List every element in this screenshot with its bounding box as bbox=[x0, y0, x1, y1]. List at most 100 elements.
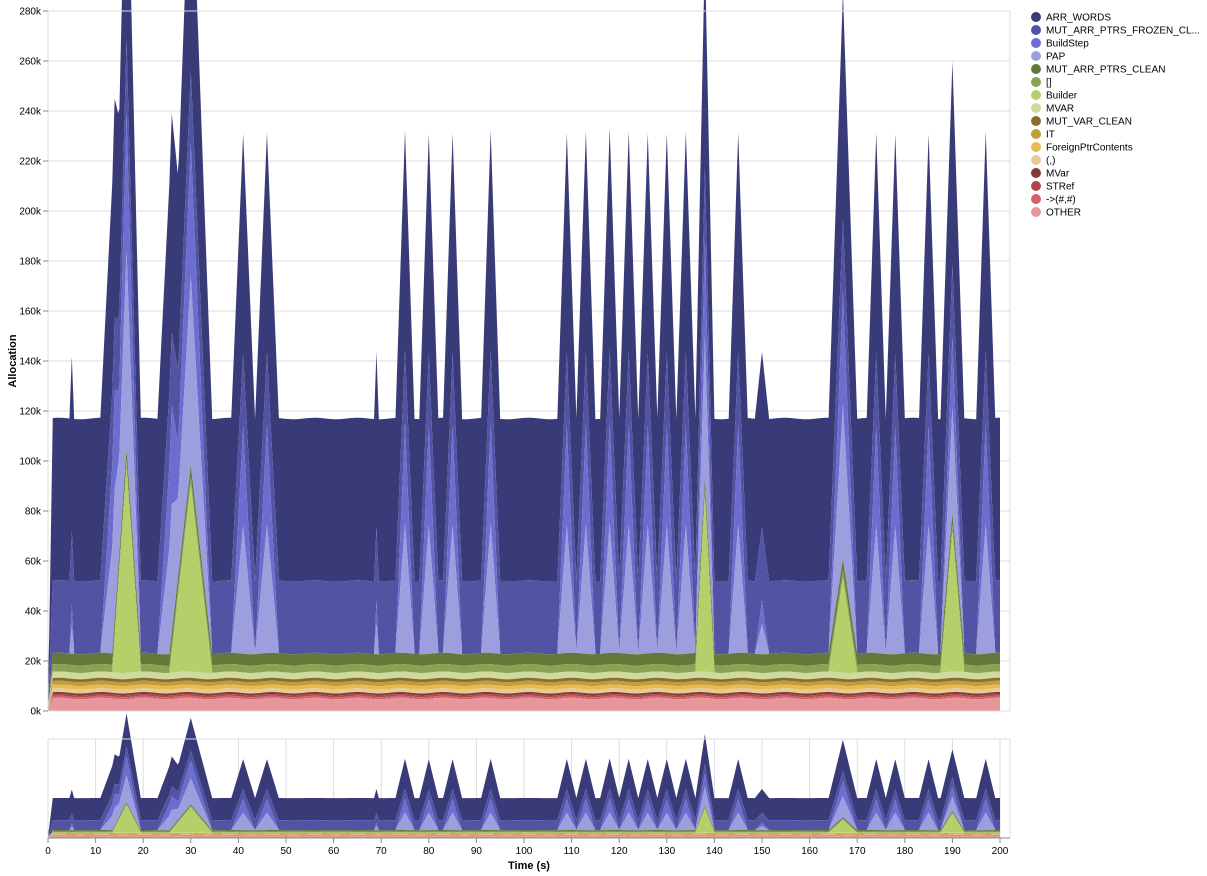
legend-label: OTHER bbox=[1046, 208, 1081, 219]
legend-swatch bbox=[1031, 155, 1041, 165]
x-tick-label: 30 bbox=[185, 846, 197, 857]
legend-item-mvar[interactable]: MVAR bbox=[1031, 103, 1074, 115]
legend-item-it[interactable]: IT bbox=[1031, 129, 1055, 141]
legend-label: STRef bbox=[1046, 182, 1075, 193]
legend-label: Builder bbox=[1046, 91, 1078, 102]
x-tick-label: 80 bbox=[423, 846, 435, 857]
overview-area-arr-words bbox=[48, 713, 1000, 837]
legend-swatch bbox=[1031, 181, 1041, 191]
legend-item-series[interactable]: [] bbox=[1031, 77, 1052, 89]
y-tick-label: 180k bbox=[19, 257, 42, 268]
y-tick-label: 100k bbox=[19, 457, 42, 468]
legend-label: [] bbox=[1046, 78, 1052, 89]
y-tick-label: 120k bbox=[19, 407, 42, 418]
legend-label: MUT_ARR_PTRS_CLEAN bbox=[1046, 65, 1165, 76]
area-mut-var-clean bbox=[48, 677, 1000, 709]
overview-area-mut-arr-ptrs-clean bbox=[48, 802, 1000, 838]
legend-swatch bbox=[1031, 12, 1041, 22]
legend-swatch bbox=[1031, 103, 1041, 113]
legend-swatch bbox=[1031, 168, 1041, 178]
y-tick-label: 0k bbox=[30, 707, 42, 718]
y-tick-label: 260k bbox=[19, 57, 42, 68]
area-it bbox=[48, 680, 1000, 709]
area-other bbox=[48, 697, 1000, 711]
legend-item-mut-arr-ptrs-frozen-cl[interactable]: MUT_ARR_PTRS_FROZEN_CL... bbox=[1031, 25, 1200, 37]
overview-area-it bbox=[48, 833, 1000, 838]
overview-area-mut-var-clean bbox=[48, 833, 1000, 838]
legend-item-arr-words[interactable]: ARR_WORDS bbox=[1031, 12, 1111, 24]
legend-label: BuildStep bbox=[1046, 39, 1089, 50]
area-series bbox=[48, 695, 1000, 710]
x-tick-label: 180 bbox=[896, 846, 913, 857]
y-tick-label: 60k bbox=[25, 557, 42, 568]
x-tick-label: 160 bbox=[801, 846, 818, 857]
x-tick-label: 140 bbox=[706, 846, 723, 857]
x-tick-label: 90 bbox=[471, 846, 483, 857]
legend-swatch bbox=[1031, 194, 1041, 204]
legend-label: IT bbox=[1046, 130, 1055, 141]
legend-item-series[interactable]: (,) bbox=[1031, 155, 1055, 167]
x-tick-label: 170 bbox=[849, 846, 866, 857]
area-stref bbox=[48, 694, 1000, 710]
y-tick-label: 280k bbox=[19, 7, 42, 18]
legend-swatch bbox=[1031, 129, 1041, 139]
legend-item-foreignptrcontents[interactable]: ForeignPtrContents bbox=[1031, 142, 1133, 154]
legend-swatch bbox=[1031, 142, 1041, 152]
x-tick-label: 40 bbox=[233, 846, 245, 857]
area-mvar bbox=[48, 692, 1000, 710]
y-axis: 0k 20k 40k 60k 80k 100k 120k 140k 160k 180k 200k 22… bbox=[19, 7, 48, 718]
legend-label: ARR_WORDS bbox=[1046, 13, 1111, 24]
legend-item-builder[interactable]: Builder bbox=[1031, 90, 1078, 102]
legend-item-mvar[interactable]: MVar bbox=[1031, 168, 1070, 180]
y-tick-label: 80k bbox=[25, 507, 42, 518]
legend-item-stref[interactable]: STRef bbox=[1031, 181, 1075, 193]
area-arr-words bbox=[48, 0, 1000, 698]
x-tick-label: 150 bbox=[754, 846, 771, 857]
legend-swatch bbox=[1031, 116, 1041, 126]
overview-area-mvar bbox=[48, 832, 1000, 838]
y-axis-title: Allocation bbox=[7, 334, 19, 387]
overview-area-mvar bbox=[48, 835, 1000, 838]
legend-swatch bbox=[1031, 90, 1041, 100]
legend-label: MVar bbox=[1046, 169, 1070, 180]
legend-swatch bbox=[1031, 25, 1041, 35]
x-tick-label: 110 bbox=[564, 846, 580, 857]
legend-label: MVAR bbox=[1046, 104, 1074, 115]
legend-item-pap[interactable]: PAP bbox=[1031, 51, 1066, 63]
overview-area-series bbox=[48, 835, 1000, 838]
overview-area-mut-arr-ptrs-frozen-cl bbox=[48, 746, 1000, 838]
area-mvar bbox=[48, 671, 1000, 708]
legend-swatch bbox=[1031, 38, 1041, 48]
x-tick-label: 100 bbox=[516, 846, 533, 857]
legend-item-buildstep[interactable]: BuildStep bbox=[1031, 38, 1089, 50]
y-tick-label: 20k bbox=[25, 657, 42, 668]
legend-label: ->(#,#) bbox=[1046, 195, 1076, 206]
y-tick-label: 40k bbox=[25, 607, 42, 618]
y-tick-label: 140k bbox=[19, 357, 42, 368]
y-tick-label: 200k bbox=[19, 207, 42, 218]
overview-area-series bbox=[48, 834, 1000, 838]
legend-item-series[interactable]: ->(#,#) bbox=[1031, 194, 1076, 206]
overview-plot-area-layers[interactable] bbox=[48, 713, 1000, 838]
x-tick-label: 20 bbox=[138, 846, 150, 857]
legend-label: MUT_ARR_PTRS_FROZEN_CL... bbox=[1046, 26, 1200, 37]
legend-item-other[interactable]: OTHER bbox=[1031, 207, 1081, 219]
legend-swatch bbox=[1031, 64, 1041, 74]
x-axis: 0 10 20 30 40 50 60 70 80 90 100 110 120 130 140 150 160… bbox=[45, 837, 1010, 857]
area-mut-arr-ptrs-clean bbox=[48, 449, 1000, 707]
legend-swatch bbox=[1031, 51, 1041, 61]
legend-label: ForeignPtrContents bbox=[1046, 143, 1133, 154]
x-tick-label: 60 bbox=[328, 846, 340, 857]
x-tick-label: 10 bbox=[90, 846, 102, 857]
x-tick-label: 130 bbox=[658, 846, 675, 857]
x-axis-title: Time (s) bbox=[508, 860, 550, 872]
legend-item-mut-var-clean[interactable]: MUT_VAR_CLEAN bbox=[1031, 116, 1132, 128]
x-tick-label: 120 bbox=[611, 846, 628, 857]
main-plot-area-layers bbox=[48, 0, 1000, 711]
y-tick-label: 220k bbox=[19, 157, 42, 168]
legend-item-mut-arr-ptrs-clean[interactable]: MUT_ARR_PTRS_CLEAN bbox=[1031, 64, 1165, 76]
area-mut-arr-ptrs-frozen-cl bbox=[48, 40, 1000, 706]
overview-area-stref bbox=[48, 835, 1000, 838]
area-foreignptrcontents bbox=[48, 684, 1000, 709]
